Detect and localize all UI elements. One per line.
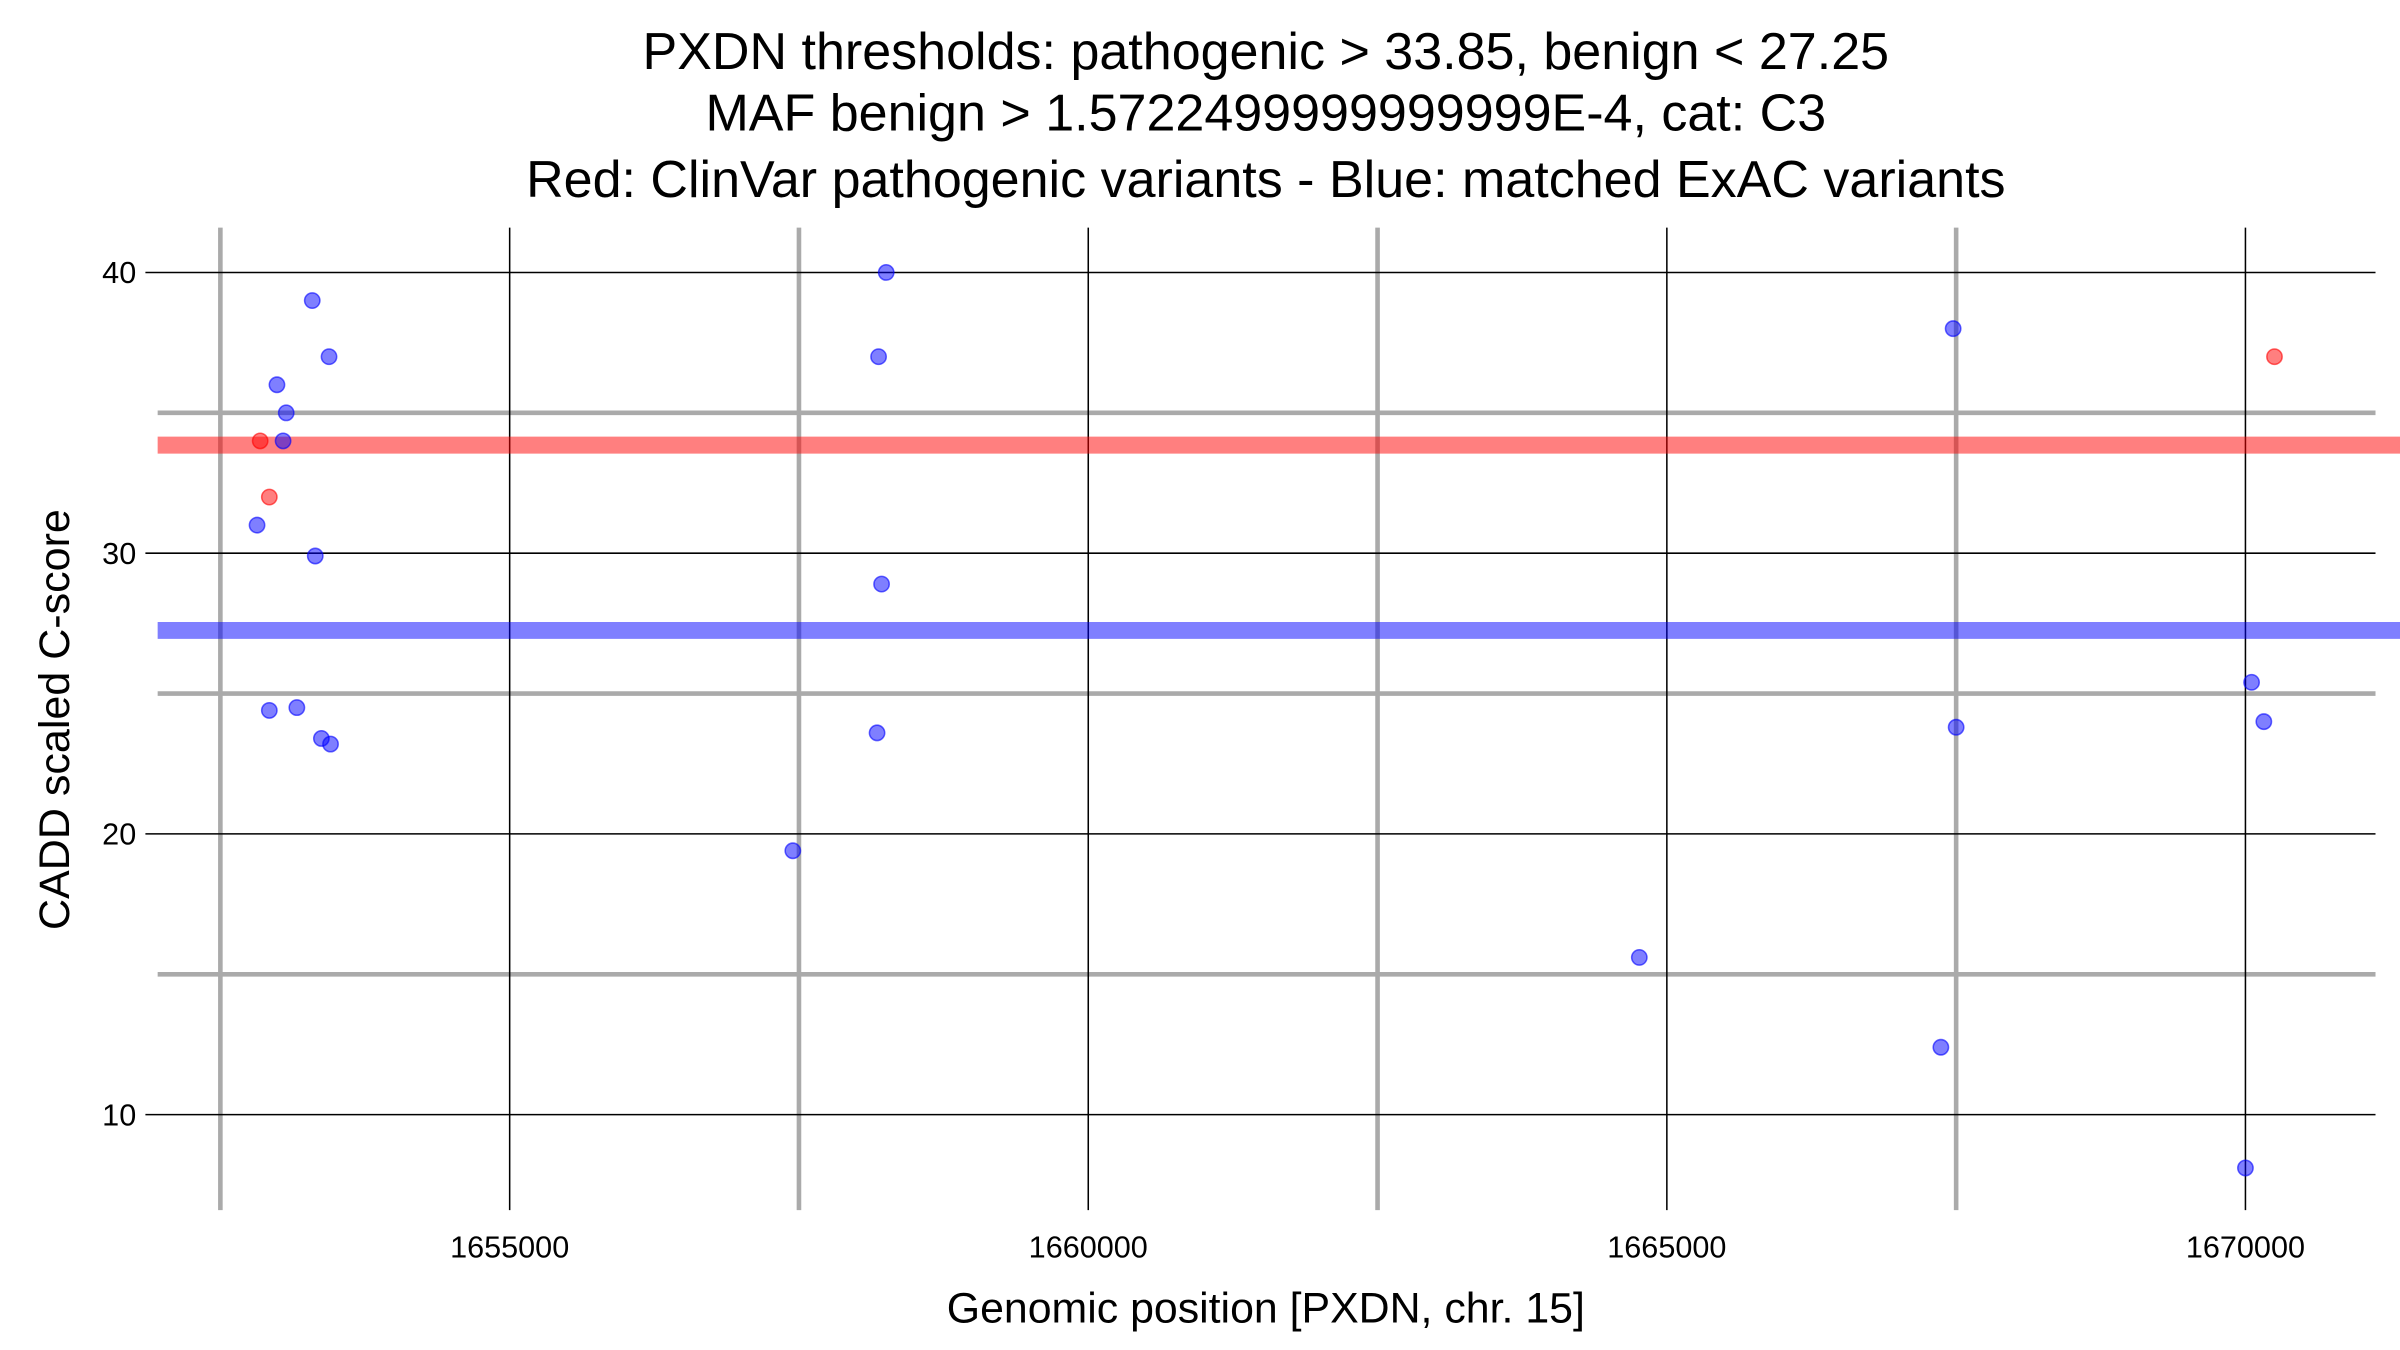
data-point (260, 701, 278, 719)
y-tick-label: 10 (102, 1097, 136, 1132)
data-point (2237, 1159, 2254, 1177)
data-point (2266, 348, 2283, 366)
x-tick-label: 1655000 (450, 1230, 569, 1265)
x-tick-label: 1665000 (1607, 1230, 1726, 1265)
chart-title: PXDN thresholds: pathogenic > 33.85, ben… (643, 23, 1890, 81)
y-axis-label: CADD scaled C-score (31, 509, 79, 930)
x-axis-label: Genomic position [PXDN, chr. 15] (947, 1284, 1585, 1332)
data-point (870, 348, 887, 366)
data-point (248, 516, 266, 534)
data-point (873, 575, 891, 593)
data-point (877, 264, 895, 281)
data-point (288, 699, 306, 717)
y-tick-label: 30 (102, 536, 136, 571)
data-point (1932, 1038, 1950, 1056)
chart-title: MAF benign > 1.5722499999999999E-4, cat:… (705, 85, 1826, 143)
data-point (260, 488, 278, 506)
x-tick-label: 1660000 (1029, 1230, 1148, 1265)
data-point (2243, 673, 2260, 691)
data-point (303, 292, 321, 310)
x-tick-label: 1670000 (2186, 1230, 2305, 1265)
data-point (268, 376, 286, 394)
data-point (1947, 718, 1965, 736)
data-point (277, 404, 295, 422)
data-point (322, 735, 339, 753)
y-tick-label: 40 (102, 255, 136, 290)
data-point (1630, 948, 1648, 966)
data-point (1944, 320, 1962, 338)
data-point (251, 432, 269, 450)
data-point (306, 547, 324, 565)
y-tick-label: 20 (102, 817, 136, 852)
data-point (320, 348, 338, 366)
data-point (2255, 713, 2273, 731)
data-point (274, 432, 292, 450)
data-point (868, 724, 886, 742)
data-point (784, 842, 802, 860)
chart-title: Red: ClinVar pathogenic variants - Blue:… (526, 151, 2005, 209)
